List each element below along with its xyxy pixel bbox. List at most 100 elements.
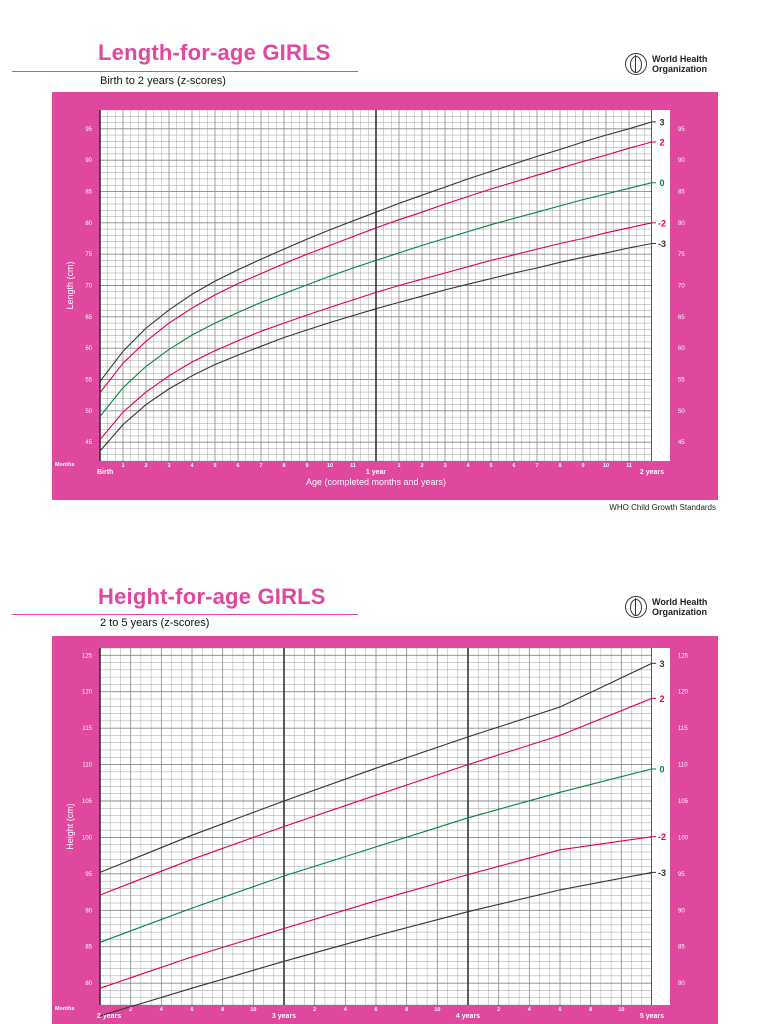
series-label-z-2: -2	[658, 832, 666, 842]
y-tick-label-right: 60	[678, 346, 685, 352]
x-tick-label: 8	[282, 463, 285, 469]
footer-source: WHO Child Growth Standards	[609, 503, 716, 512]
y-tick-label-right: 105	[678, 799, 689, 805]
x-tick-label: 2	[129, 1007, 132, 1013]
x-tick-label: 2	[144, 463, 147, 469]
y-tick-label-left: 85	[85, 945, 92, 951]
y-tick-label-right: 110	[678, 763, 688, 769]
series-line-z-2	[99, 836, 653, 989]
x-tick-label: 10	[434, 1007, 440, 1013]
x-tick-label: 3 years	[272, 1013, 296, 1020]
x-tick-label: 2	[313, 1007, 316, 1013]
who-logo: World Health Organization	[625, 596, 725, 622]
x-tick-label: 1	[121, 463, 124, 469]
months-label: Months	[55, 462, 75, 468]
x-tick-label: 5	[489, 463, 492, 469]
y-tick-label-left: 110	[82, 763, 92, 769]
x-tick-label: 10	[327, 463, 333, 469]
x-tick-label: 6	[512, 463, 515, 469]
x-tick-label: 4	[190, 463, 194, 469]
who-logo-text: World Health Organization	[652, 597, 708, 617]
series-line-z-3	[99, 871, 653, 1017]
y-tick-label-left: 105	[82, 799, 93, 805]
y-tick-label-left: 60	[85, 346, 92, 352]
x-tick-label: 2	[497, 1007, 500, 1013]
series-line-z0	[99, 182, 653, 417]
chart-subtitle: Birth to 2 years (z-scores)	[100, 75, 226, 87]
x-tick-label: 1 year	[366, 469, 387, 476]
series-label-z0: 0	[659, 178, 664, 188]
y-tick-label-left: 95	[85, 872, 92, 878]
who-emblem-icon	[625, 53, 647, 75]
y-tick-label-left: 115	[82, 726, 92, 732]
y-tick-label-left: 45	[85, 440, 92, 446]
y-tick-label-left: 125	[82, 653, 93, 659]
who-emblem-icon	[625, 596, 647, 618]
x-tick-label: 10	[250, 1007, 256, 1013]
y-tick-label-left: 85	[85, 189, 92, 195]
x-tick-label: 3	[443, 463, 446, 469]
y-tick-label-right: 65	[678, 315, 685, 321]
x-tick-label: 5 years	[640, 1013, 664, 1020]
y-tick-label-right: 90	[678, 158, 685, 164]
x-tick-label: 9	[305, 463, 308, 469]
series-line-z2	[99, 697, 653, 896]
series-line-z2	[99, 141, 653, 394]
series-label-z2: 2	[659, 694, 664, 704]
y-tick-label-right: 120	[678, 690, 689, 696]
y-tick-label-left: 70	[85, 284, 92, 290]
x-tick-label: 7	[259, 463, 262, 469]
y-tick-label-left: 65	[85, 315, 92, 321]
x-tick-label: 11	[350, 463, 356, 469]
y-tick-label-right: 50	[678, 409, 685, 415]
y-tick-label-left: 50	[85, 409, 92, 415]
y-tick-label-left: 90	[85, 158, 92, 164]
y-tick-label-right: 95	[678, 872, 685, 878]
series-line-z3	[99, 662, 653, 873]
y-tick-label-left: 80	[85, 981, 92, 987]
x-tick-label: 6	[374, 1007, 377, 1013]
x-tick-label: 11	[626, 463, 632, 469]
x-tick-label: 8	[221, 1007, 224, 1013]
y-tick-label-right: 70	[678, 284, 685, 290]
x-tick-label: 8	[558, 463, 561, 469]
x-axis-label: Age (completed months and years)	[306, 477, 446, 487]
series-label-z0: 0	[659, 764, 664, 774]
y-tick-label-right: 45	[678, 440, 685, 446]
y-axis-label: Height (cm)	[65, 803, 75, 850]
x-tick-label: 2	[420, 463, 423, 469]
x-tick-label: 3	[167, 463, 170, 469]
x-tick-label: 8	[589, 1007, 592, 1013]
series-line-z-3	[99, 242, 653, 452]
y-tick-label-left: 55	[85, 378, 92, 384]
y-tick-label-left: 75	[85, 252, 92, 258]
chart-title: Height-for-age GIRLS	[98, 584, 326, 609]
x-tick-label: 10	[603, 463, 609, 469]
x-tick-label: 8	[405, 1007, 408, 1013]
x-tick-label: 6	[558, 1007, 561, 1013]
series-label-z3: 3	[659, 117, 664, 127]
label-strip	[652, 648, 670, 1005]
series-line-z3	[99, 121, 653, 382]
x-tick-label: 4	[528, 1007, 532, 1013]
series-label-z3: 3	[659, 659, 664, 669]
who-logo: World Health Organization	[625, 53, 725, 79]
series-label-z-3: -3	[658, 239, 666, 249]
y-tick-label-left: 95	[85, 127, 92, 133]
series-label-z-2: -2	[658, 218, 666, 228]
x-tick-label: 4 years	[456, 1013, 480, 1020]
x-tick-label: 4	[160, 1007, 164, 1013]
y-axis-label: Length (cm)	[65, 261, 75, 309]
y-tick-label-left: 100	[82, 835, 93, 841]
y-tick-label-right: 80	[678, 221, 685, 227]
x-tick-label: 4	[466, 463, 470, 469]
y-tick-label-right: 85	[678, 945, 685, 951]
y-tick-label-right: 125	[678, 653, 689, 659]
y-tick-label-right: 55	[678, 378, 685, 384]
chart-subtitle: 2 to 5 years (z-scores)	[100, 617, 210, 629]
x-tick-label: 9	[581, 463, 584, 469]
x-tick-label: 6	[236, 463, 239, 469]
y-tick-label-right: 100	[678, 835, 689, 841]
